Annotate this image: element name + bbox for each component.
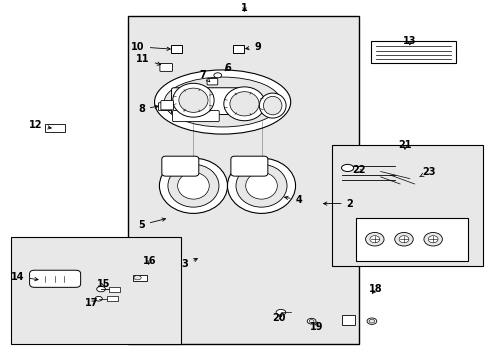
Ellipse shape [365,233,383,246]
Text: 12: 12 [29,120,51,130]
Ellipse shape [164,77,281,127]
FancyBboxPatch shape [331,145,482,266]
FancyBboxPatch shape [11,238,181,345]
FancyBboxPatch shape [162,156,199,176]
Ellipse shape [366,318,376,324]
Text: 20: 20 [271,312,285,323]
Ellipse shape [159,158,227,213]
Text: 11: 11 [136,54,161,65]
FancyBboxPatch shape [172,111,219,122]
FancyBboxPatch shape [127,17,358,345]
Text: 1: 1 [241,3,247,13]
Ellipse shape [276,310,285,315]
Ellipse shape [95,296,102,301]
Ellipse shape [306,318,315,324]
Ellipse shape [172,83,214,117]
Text: 14: 14 [11,272,38,282]
Ellipse shape [229,92,259,116]
FancyBboxPatch shape [107,296,118,301]
Ellipse shape [236,165,286,207]
Ellipse shape [224,87,264,121]
FancyBboxPatch shape [341,315,355,325]
Text: 7: 7 [200,70,209,82]
Ellipse shape [97,287,105,292]
FancyBboxPatch shape [161,100,173,110]
Ellipse shape [179,88,207,112]
Text: 5: 5 [138,218,165,230]
Ellipse shape [177,172,209,199]
Text: 13: 13 [402,36,416,46]
FancyBboxPatch shape [206,78,217,85]
Ellipse shape [427,236,437,243]
Ellipse shape [227,158,295,213]
Ellipse shape [394,233,412,246]
FancyBboxPatch shape [109,287,120,292]
Text: 3: 3 [182,258,197,269]
Ellipse shape [263,96,282,115]
Ellipse shape [134,275,141,280]
FancyBboxPatch shape [158,103,171,111]
FancyBboxPatch shape [230,156,267,176]
Ellipse shape [245,172,277,199]
FancyBboxPatch shape [45,125,64,132]
FancyBboxPatch shape [132,275,147,281]
Text: 15: 15 [97,279,110,289]
FancyBboxPatch shape [356,218,467,261]
Ellipse shape [368,319,374,323]
Ellipse shape [308,320,313,323]
Ellipse shape [369,236,379,243]
Text: 6: 6 [224,63,230,73]
Text: 21: 21 [397,140,411,150]
Text: 16: 16 [142,256,156,266]
Text: 8: 8 [138,104,158,114]
Ellipse shape [259,93,285,118]
FancyBboxPatch shape [370,41,455,63]
Text: 2: 2 [323,199,353,208]
FancyBboxPatch shape [160,63,172,71]
Ellipse shape [423,233,442,246]
Text: 23: 23 [419,167,435,177]
Text: 4: 4 [284,195,302,205]
Text: 10: 10 [131,42,170,52]
Ellipse shape [167,165,219,207]
Text: 9: 9 [245,42,261,52]
FancyBboxPatch shape [30,270,81,287]
Text: 19: 19 [309,321,323,332]
Text: 22: 22 [351,165,365,175]
Ellipse shape [341,165,353,171]
Ellipse shape [154,70,290,134]
FancyBboxPatch shape [171,88,239,114]
Text: 17: 17 [84,298,98,309]
Ellipse shape [398,236,408,243]
Ellipse shape [213,73,221,78]
Text: 18: 18 [368,284,382,294]
